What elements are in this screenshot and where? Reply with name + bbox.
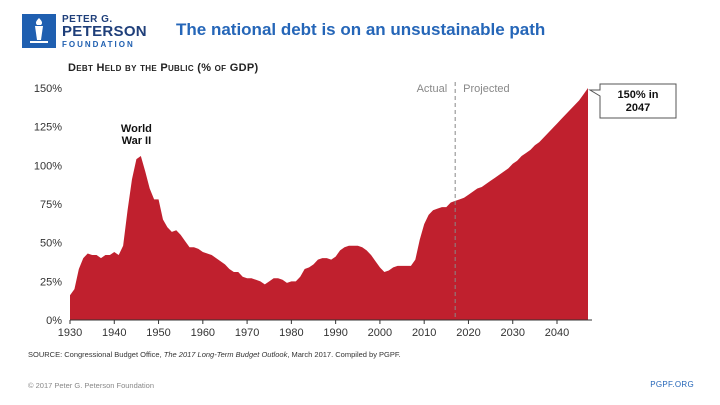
x-tick-label-1980: 1980 [279,327,303,339]
source-note: SOURCE: Congressional Budget Office, The… [28,350,401,359]
x-tick-label-2040: 2040 [545,327,569,339]
source-title: The 2017 Long-Term Budget Outlook [163,350,288,359]
y-tick-label-125: 125% [34,122,62,134]
x-tick-label-1970: 1970 [235,327,259,339]
logo-line-3: FOUNDATION [62,40,135,49]
x-tick-label-1990: 1990 [323,327,347,339]
site-link[interactable]: PGPF.ORG [650,380,694,389]
x-tick-label-1940: 1940 [102,327,126,339]
projected-label: Projected [463,83,509,95]
logo-line-2: PETERSON [62,23,147,40]
copyright-text: © 2017 Peter G. Peterson Foundation [28,381,155,390]
x-tick-label-2020: 2020 [456,327,480,339]
torch-logo-icon [22,14,56,48]
y-tick-label-0: 0% [46,315,62,327]
x-tick-label-1950: 1950 [146,327,170,339]
callout-box [588,83,677,119]
y-tick-label-150: 150% [34,83,62,95]
source-prefix: SOURCE: Congressional Budget Office, [28,350,164,359]
y-tick-label-50: 50% [40,238,62,250]
x-tick-label-2000: 2000 [368,327,392,339]
x-tick-label-1930: 1930 [58,327,82,339]
y-tick-label-100: 100% [34,160,62,172]
debt-area [70,88,588,320]
actual-label: Actual [417,83,448,95]
wwii-annotation-line-1: World [121,123,152,135]
wwii-annotation-line-2: War II [122,135,152,147]
foundation-logo: PETER G. PETERSON FOUNDATION [22,14,162,49]
callout-line-1: 150% in [618,89,659,101]
x-tick-label-1960: 1960 [191,327,215,339]
chart-title: Debt Held by the Public (% of GDP) [68,62,259,74]
logo-line-1: PETER G. [62,14,113,25]
page-headline: The national debt is on an unsustainable… [176,20,546,39]
callout-line-2: 2047 [626,102,650,114]
y-tick-label-25: 25% [40,276,62,288]
source-suffix: , March 2017. Compiled by PGPF. [287,350,401,359]
x-tick-label-2030: 2030 [500,327,524,339]
y-tick-label-75: 75% [40,199,62,211]
x-tick-label-2010: 2010 [412,327,436,339]
